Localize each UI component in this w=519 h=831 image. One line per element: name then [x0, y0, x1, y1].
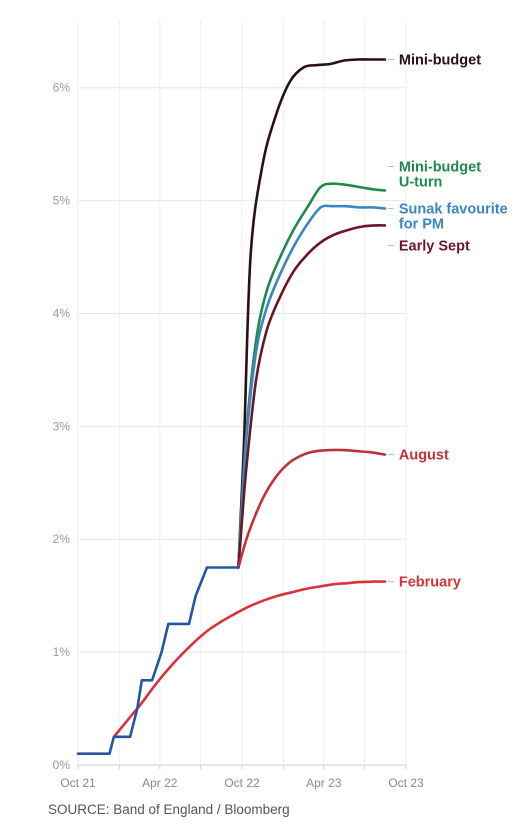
series-label-february: February [399, 575, 461, 591]
x-axis-ticks: Oct 21 Apr 22 Oct 22 Apr 23 Oct 23 [60, 765, 424, 790]
y-tick-label: 2% [53, 532, 71, 546]
gridlines [77, 20, 407, 766]
series-label-august: August [399, 448, 449, 464]
series-line-august [237, 448, 387, 569]
y-tick-label: 4% [53, 306, 71, 320]
forecast-line-chart: 0%1%2%3%4%5%6% Oct 21 Apr 22 Oct 22 Apr 23 O… [53, 20, 508, 790]
series-labels: Mini-budget Mini-budget U-turn Sunak favour… [387, 53, 508, 591]
series-label-early-sept: Early Sept [399, 238, 470, 254]
series-line-february [112, 580, 387, 739]
y-tick-label: 1% [53, 645, 71, 659]
series-label-mini-budget-u-turn: Mini-budget U-turn [399, 159, 481, 190]
y-tick-label: 3% [53, 419, 71, 433]
series-label-mini-budget: Mini-budget [399, 53, 481, 69]
x-tick-label: Oct 21 [60, 776, 96, 790]
y-tick-label: 5% [53, 194, 71, 208]
series-line-early-sept [237, 224, 387, 569]
series-line-sunak-favourite-for-pm [237, 204, 387, 569]
x-tick-label: Apr 23 [306, 776, 342, 790]
y-tick-label: 0% [53, 758, 71, 772]
series-line-bank-rate-history [76, 566, 240, 755]
y-tick-label: 6% [53, 81, 71, 95]
series-lines [76, 58, 387, 755]
series-line-mini-budget-u-turn [237, 182, 387, 569]
series-line-mini-budget [237, 58, 387, 569]
x-tick-label: Oct 23 [388, 776, 424, 790]
x-tick-label: Apr 22 [142, 776, 178, 790]
x-tick-label: Oct 22 [224, 776, 260, 790]
series-label-sunak-favourite-for-pm: Sunak favourite for PM [399, 202, 508, 233]
source-note: SOURCE: Band of England / Bloomberg [48, 802, 290, 817]
y-axis-ticks: 0% 1% 2% 3% 4% 5% 6% [53, 81, 71, 772]
